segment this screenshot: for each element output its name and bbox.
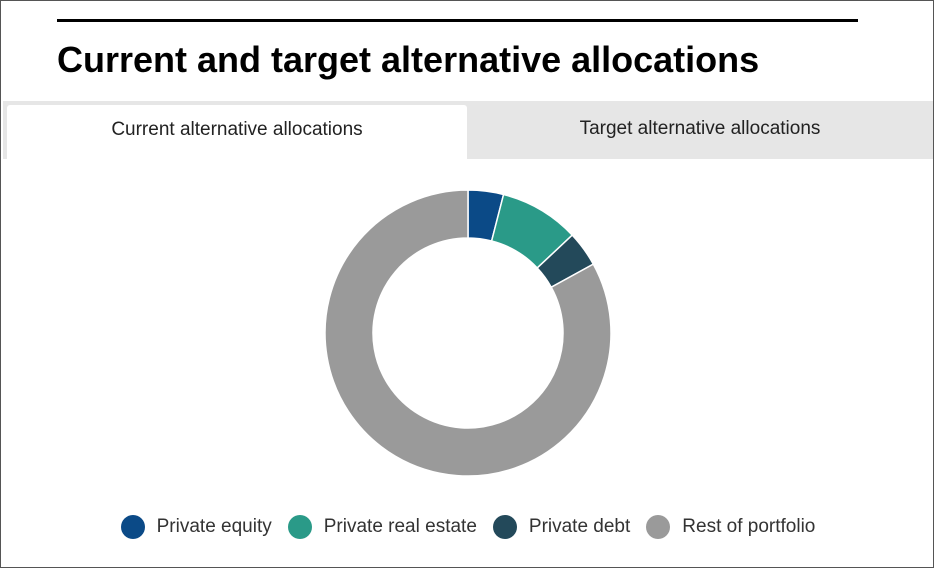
chart-area — [1, 159, 934, 499]
legend-label-private-equity: Private equity — [156, 516, 272, 537]
tab-target-allocations[interactable]: Target alternative allocations — [579, 118, 821, 139]
legend-swatch-rest-of-portfolio — [646, 515, 671, 539]
legend-label-private-debt: Private debt — [528, 516, 631, 537]
legend-swatch-private-equity — [120, 515, 145, 539]
legend-swatch-private-debt — [492, 515, 517, 539]
tab-current-allocations[interactable]: Current alternative allocations — [7, 105, 467, 159]
donut-slice-rest-of-portfolio[interactable] — [324, 189, 612, 477]
legend-item-private-real-estate[interactable]: Private real estate — [287, 515, 477, 539]
donut-chart — [324, 189, 612, 477]
legend-item-rest-of-portfolio[interactable]: Rest of portfolio — [646, 515, 815, 539]
page-title: Current and target alternative allocatio… — [57, 39, 760, 80]
legend: Private equity Private real estate Priva… — [1, 509, 934, 545]
legend-label-private-real-estate: Private real estate — [323, 516, 477, 537]
legend-item-private-equity[interactable]: Private equity — [120, 515, 272, 539]
legend-label-rest-of-portfolio: Rest of portfolio — [682, 516, 816, 537]
legend-item-private-debt[interactable]: Private debt — [492, 515, 631, 539]
legend-swatch-private-real-estate — [287, 515, 312, 539]
top-rule — [57, 19, 858, 22]
tab-bar: Current alternative allocations Target a… — [3, 101, 933, 159]
